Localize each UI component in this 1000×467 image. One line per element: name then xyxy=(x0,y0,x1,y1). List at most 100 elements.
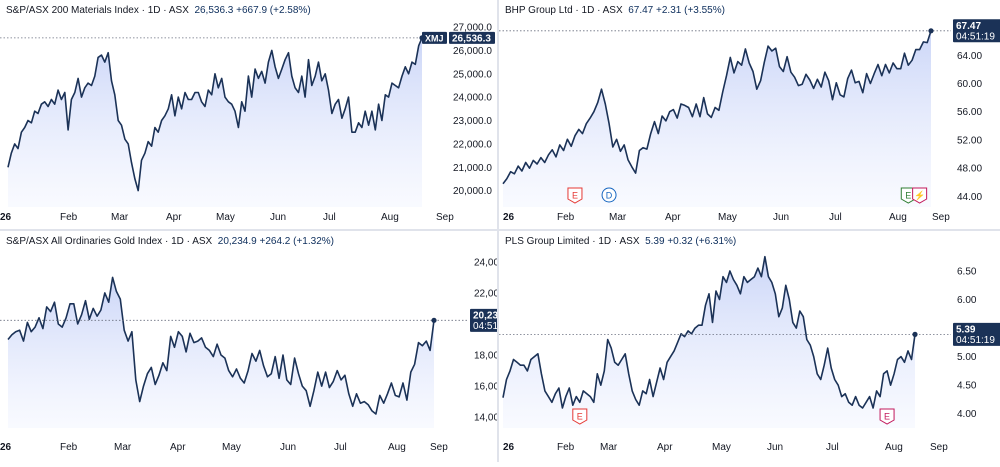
earnings-marker-icon[interactable] xyxy=(879,408,895,425)
x-tick-label: Aug xyxy=(885,442,903,453)
chart-panel-gold-index[interactable]: S&P/ASX All Ordinaries Gold Index · 1D ·… xyxy=(0,231,520,462)
last-price-badge-value: 5.39 xyxy=(956,324,976,335)
y-tick-label: 5.00 xyxy=(957,352,977,363)
x-tick-label: Sep xyxy=(430,442,448,453)
x-tick-label: Apr xyxy=(170,442,186,453)
horizontal-divider xyxy=(0,229,1000,231)
last-price-dot xyxy=(912,331,918,337)
chart-title: PLS Group Limited · 1D · ASX xyxy=(505,236,640,247)
last-price-badge xyxy=(449,31,495,44)
x-tick-label: Jun xyxy=(280,442,296,453)
last-price-badge-value: 67.47 xyxy=(956,21,981,32)
y-tick-label: 20,000.0 xyxy=(453,186,492,197)
last-price-dot xyxy=(431,317,437,323)
price-change: +667.9 (+2.58%) xyxy=(236,5,311,16)
price-change: +2.31 (+3.55%) xyxy=(656,5,725,16)
symbol-badge-label: XMJ xyxy=(425,33,444,43)
chart-title: S&P/ASX All Ordinaries Gold Index · 1D ·… xyxy=(6,236,213,247)
last-price: 26,536.3 xyxy=(194,5,234,16)
x-tick-label: May xyxy=(222,442,241,453)
last-price: 20,234.9 xyxy=(217,236,257,247)
last-price-badge xyxy=(953,322,1000,346)
price-chart[interactable]: 44.00 48.00 52.00 56.00 60.00 64.00 26 Feb Mar Ap… xyxy=(499,0,1000,229)
y-tick-label: 16,000.0 xyxy=(474,382,497,393)
x-tick-label: Aug xyxy=(889,212,907,223)
x-tick-label: Aug xyxy=(388,442,406,453)
y-tick-label: 6.50 xyxy=(957,266,977,277)
earnings-marker-icon[interactable] xyxy=(567,187,583,204)
y-tick-label: 24,000.0 xyxy=(474,257,497,268)
last-price-badge xyxy=(953,19,1000,43)
y-tick-label: 22,000.0 xyxy=(474,288,497,299)
x-tick-label: Jul xyxy=(829,212,842,223)
x-tick-label: Apr xyxy=(665,212,681,223)
price-line xyxy=(502,255,916,409)
x-tick-label: Jun xyxy=(767,442,783,453)
marker-label: ⚡ xyxy=(914,190,925,202)
x-tick-label: Sep xyxy=(436,212,454,223)
earnings-marker-icon[interactable] xyxy=(572,408,588,425)
y-tick-label: 56.00 xyxy=(957,107,982,118)
y-tick-label: 14,000.0 xyxy=(474,413,497,424)
x-tick-label: Mar xyxy=(114,442,132,453)
y-tick-label: 21,000.0 xyxy=(453,163,492,174)
marker-label: E xyxy=(572,191,578,201)
x-tick-label: May xyxy=(712,442,731,453)
last-price-badge-value: 26,536.3 xyxy=(452,33,491,44)
last-price-badge-time: 04:51:19 xyxy=(956,335,995,346)
x-tick-label: May xyxy=(718,212,737,223)
chart-header: S&P/ASX All Ordinaries Gold Index · 1D ·… xyxy=(6,236,334,247)
dividend-marker-icon[interactable] xyxy=(601,187,617,203)
vertical-divider xyxy=(497,0,499,462)
last-price-badge-time: 04:51:19 xyxy=(473,321,497,332)
y-tick-label: 24,000.0 xyxy=(453,93,492,104)
y-tick-label: 52.00 xyxy=(957,135,982,146)
chart-title: S&P/ASX 200 Materials Index · 1D · ASX xyxy=(6,5,189,16)
chart-panel-pls[interactable]: PLS Group Limited · 1D · ASX 5.39 +0.32 … xyxy=(499,231,1000,462)
x-tick-label: Jun xyxy=(270,212,286,223)
price-chart[interactable]: 20,000.0 21,000.0 22,000.0 23,000.0 24,000.0… xyxy=(0,0,497,229)
price-line xyxy=(502,30,932,185)
y-tick-label: 25,000.0 xyxy=(453,69,492,80)
x-tick-label: Feb xyxy=(60,442,78,453)
y-tick-label: 22,000.0 xyxy=(453,139,492,150)
x-tick-label: Jul xyxy=(334,442,347,453)
area-fill xyxy=(8,37,422,208)
area-fill xyxy=(8,277,434,428)
chart-panel-materials-index[interactable]: S&P/ASX 200 Materials Index · 1D · ASX 2… xyxy=(0,0,497,229)
y-tick-label: 4.50 xyxy=(957,381,977,392)
y-tick-label: 44.00 xyxy=(957,192,982,203)
last-price-badge-value: 20,234.9 xyxy=(473,310,497,321)
chart-header: S&P/ASX 200 Materials Index · 1D · ASX 2… xyxy=(6,5,311,16)
price-change: +264.2 (+1.32%) xyxy=(259,236,334,247)
price-change: +0.32 (+6.31%) xyxy=(667,236,737,247)
marker-label: E xyxy=(905,191,911,201)
x-tick-label: Jul xyxy=(323,212,336,223)
y-tick-label: 26,000.0 xyxy=(453,46,492,57)
marker-label: D xyxy=(606,191,613,201)
price-chart[interactable]: 4.00 4.50 5.00 6.00 6.50 26 Feb Mar Apr May Jun Jul… xyxy=(499,231,1000,462)
x-tick-label: Mar xyxy=(111,212,129,223)
x-tick-label: 26 xyxy=(0,212,12,223)
x-tick-label: Sep xyxy=(930,442,948,453)
price-chart[interactable]: 14,000.0 16,000.0 18,000.0 22,000.0 24,000.0… xyxy=(0,231,520,462)
last-price-dot xyxy=(928,28,934,34)
chart-panel-bhp[interactable]: BHP Group Ltd · 1D · ASX 67.47 +2.31 (+3… xyxy=(499,0,1000,229)
area-fill xyxy=(503,30,931,207)
x-tick-label: Jul xyxy=(826,442,839,453)
earnings-marker-icon[interactable] xyxy=(912,187,928,204)
last-price: 67.47 xyxy=(628,5,654,16)
price-line xyxy=(7,37,423,192)
x-tick-label: Mar xyxy=(600,442,618,453)
y-tick-label: 48.00 xyxy=(957,164,982,175)
area-fill xyxy=(503,256,915,428)
y-tick-label: 64.00 xyxy=(957,51,982,62)
x-tick-label: Apr xyxy=(166,212,182,223)
last-price: 5.39 xyxy=(645,236,665,247)
symbol-badge xyxy=(422,31,447,44)
marker-label: E xyxy=(884,412,890,422)
x-tick-label: Feb xyxy=(60,212,78,223)
x-tick-label: 26 xyxy=(0,442,12,453)
x-tick-label: May xyxy=(216,212,235,223)
x-tick-label: Feb xyxy=(557,212,575,223)
